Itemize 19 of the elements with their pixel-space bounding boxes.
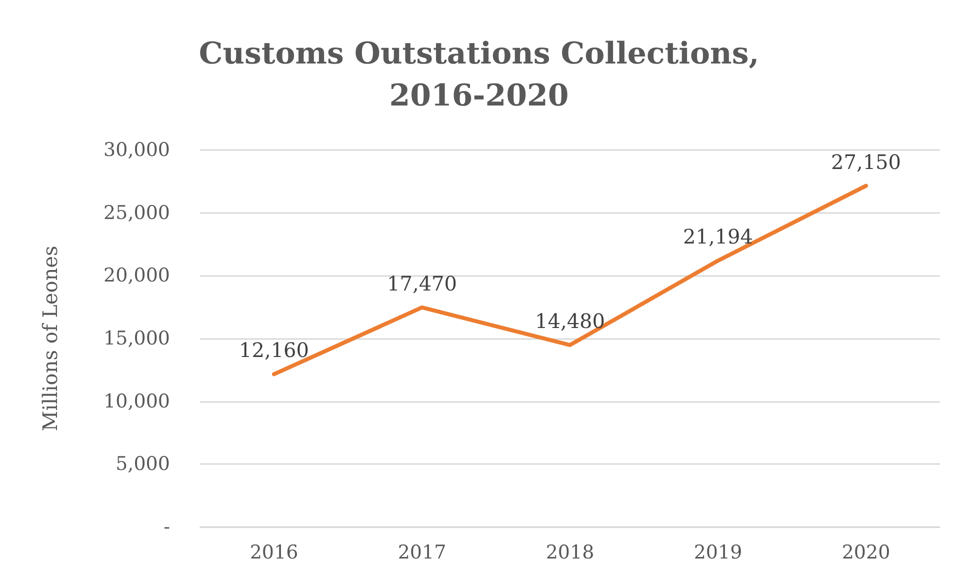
data-label: 12,160 [239,338,309,362]
y-tick-label: 5,000 [116,453,170,476]
data-label: 14,480 [535,309,605,334]
y-tick-label: - [164,516,170,538]
x-tick-label: 2019 [694,542,742,564]
x-tick-label: 2016 [250,542,298,564]
data-label: 21,194 [683,224,753,249]
x-tick-label: 2020 [842,542,890,564]
y-axis-title: Millions of Leones [38,246,62,432]
chart-title: Customs Outstations Collections, 2016-2020 [198,36,760,114]
x-tick-label: 2017 [398,542,446,564]
x-tick-label: 2018 [546,542,594,564]
data-label: 17,470 [387,271,457,296]
y-tick-label: 10,000 [104,390,170,412]
y-tick-label: 20,000 [104,264,170,287]
y-tick-label: 15,000 [104,328,170,350]
data-label: 27,150 [831,150,901,174]
y-tick-label: 25,000 [104,202,170,224]
y-tick-label: 30,000 [104,139,170,161]
